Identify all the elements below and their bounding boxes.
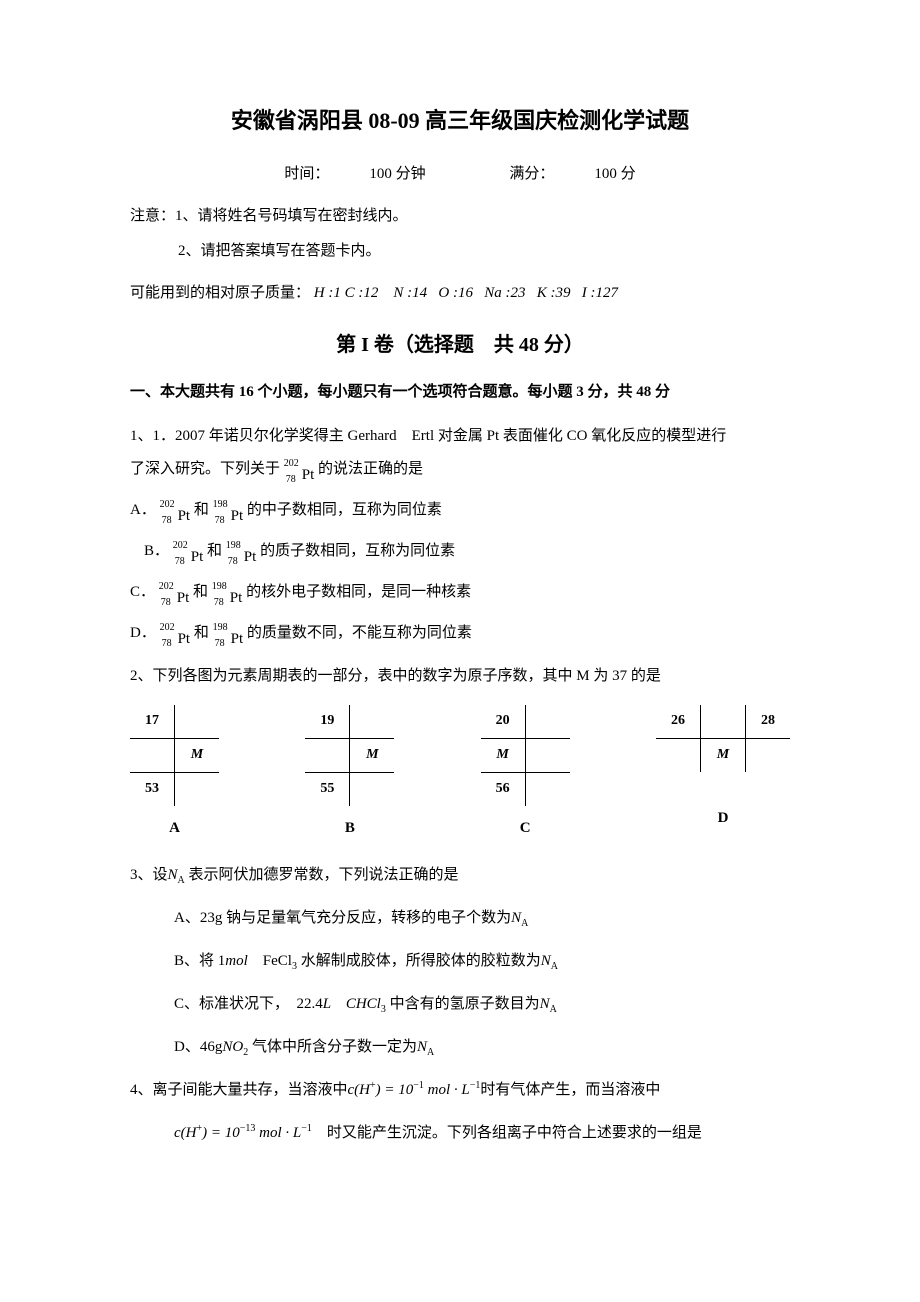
time-label: 时间： <box>284 166 329 182</box>
q4-stem-line2: c(H+) = 10−13 mol · L−1 时又能产生沉淀。下列各组离子中符… <box>174 1117 790 1150</box>
atomic-item-4: Na :23 <box>484 285 525 301</box>
q2-stem: 2、下列各图为元素周期表的一部分，表中的数字为原子序数，其中 M 为 37 的是 <box>130 660 790 693</box>
q1-option-A: A． 20278Pt 和 19878Pt 的中子数相同，互称为同位素 <box>130 494 790 527</box>
atomic-item-0: H :1 <box>314 285 341 301</box>
q1-stem-line2: 了深入研究。下列关于 202 78 Pt 的说法正确的是 <box>130 453 790 486</box>
atomic-item-3: O :16 <box>438 285 473 301</box>
question-3: 3、设NA 表示阿伏加德罗常数，下列说法正确的是 A、23g 钠与足量氧气充分反… <box>130 859 790 1064</box>
page-title: 安徽省涡阳县 08-09 高三年级国庆检测化学试题 <box>130 100 790 142</box>
atomic-mass-row: 可能用到的相对原子质量： H :1 C :12 N :14 O :16 Na :… <box>130 279 790 308</box>
q2-tables-row: 17 M 53 A 19 M 55 B 20 M 56 <box>130 705 790 844</box>
notice-1: 注意：1、请将姓名号码填写在密封线内。 <box>130 202 790 231</box>
q3-option-B: B、将 1mol FeCl3 水解制成胶体，所得胶体的胶粒数为NA <box>174 945 790 978</box>
time-value: 100 分钟 <box>369 166 425 182</box>
atomic-item-5: K :39 <box>537 285 571 301</box>
question-1: 1、1．2007 年诺贝尔化学奖得主 Gerhard Ertl 对金属 Pt 表… <box>130 420 790 650</box>
full-label: 满分： <box>509 166 554 182</box>
q4-stem-line1: 4、离子间能大量共存，当溶液中c(H+) = 10−1 mol · L−1时有气… <box>130 1074 790 1107</box>
q1-stem-line1: 1、1．2007 年诺贝尔化学奖得主 Gerhard Ertl 对金属 Pt 表… <box>130 420 790 453</box>
time-score-row: 时间： 100 分钟 满分： 100 分 <box>130 160 790 189</box>
atomic-item-6: I :127 <box>582 285 618 301</box>
q2-table-A: 17 M 53 A <box>130 705 219 844</box>
question-2: 2、下列各图为元素周期表的一部分，表中的数字为原子序数，其中 M 为 37 的是… <box>130 660 790 844</box>
q3-stem: 3、设NA 表示阿伏加德罗常数，下列说法正确的是 <box>130 859 790 892</box>
q3-option-D: D、46gNO2 气体中所含分子数一定为NA <box>174 1031 790 1064</box>
atomic-item-1: C :12 <box>345 285 379 301</box>
notice-2: 2、请把答案填写在答题卡内。 <box>178 237 790 266</box>
section-desc: 一、本大题共有 16 个小题，每小题只有一个选项符合题意。每小题 3 分，共 4… <box>130 378 790 407</box>
full-value: 100 分 <box>594 166 635 182</box>
q2-table-D: 2628 M D <box>656 705 790 844</box>
isotope-202-78-pt: 202 78 Pt <box>284 459 315 481</box>
q3-option-A: A、23g 钠与足量氧气充分反应，转移的电子个数为NA <box>174 902 790 935</box>
q2-table-C: 20 M 56 C <box>481 705 570 844</box>
q1-option-B: B． 20278Pt 和 19878Pt 的质子数相同，互称为同位素 <box>144 535 790 568</box>
q3-option-C: C、标准状况下， 22.4L CHCl3 中含有的氢原子数目为NA <box>174 988 790 1021</box>
question-4: 4、离子间能大量共存，当溶液中c(H+) = 10−1 mol · L−1时有气… <box>130 1074 790 1150</box>
atomic-item-2: N :14 <box>393 285 427 301</box>
q1-option-D: D． 20278Pt 和 19878Pt 的质量数不同，不能互称为同位素 <box>130 617 790 650</box>
q1-option-C: C． 20278Pt 和 19878Pt 的核外电子数相同，是同一种核素 <box>130 576 790 609</box>
section-title: 第 I 卷（选择题 共 48 分） <box>130 326 790 364</box>
atomic-prefix: 可能用到的相对原子质量： <box>130 285 310 301</box>
q2-table-B: 19 M 55 B <box>305 705 394 844</box>
